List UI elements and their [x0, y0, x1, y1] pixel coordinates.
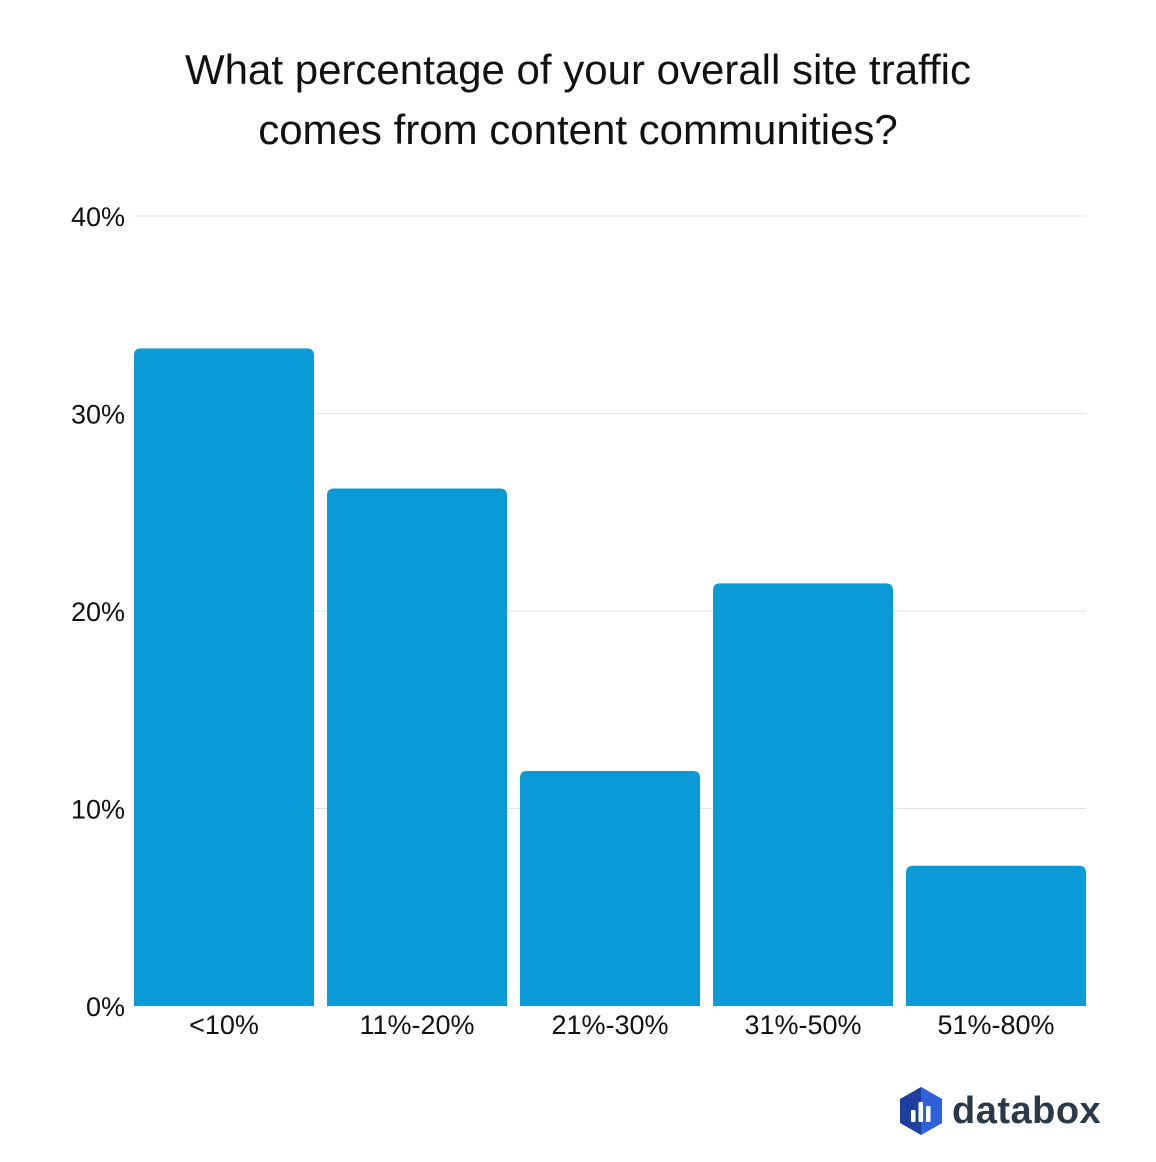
bars: [134, 348, 1086, 1006]
chart-title: What percentage of your overall site tra…: [0, 40, 1156, 160]
chart-title-line-2: comes from content communities?: [258, 106, 898, 153]
logo-text: databox: [952, 1089, 1102, 1132]
chart-title-line-1: What percentage of your overall site tra…: [185, 46, 971, 93]
bar: [520, 770, 700, 1006]
y-tick-label: 30%: [71, 400, 125, 430]
bar: [713, 583, 893, 1006]
databox-logo-icon: [900, 1087, 942, 1135]
y-axis-ticks: 0% 10% 20% 30% 40%: [71, 202, 125, 1022]
databox-logo: databox: [898, 1086, 1101, 1136]
x-tick-label: 31%-50%: [744, 1010, 861, 1040]
x-tick-label: <10%: [189, 1010, 259, 1040]
x-tick-label: 11%-20%: [359, 1010, 474, 1040]
bar: [327, 488, 507, 1006]
y-tick-label: 40%: [71, 202, 125, 232]
bar: [906, 865, 1086, 1006]
y-tick-label: 20%: [71, 597, 125, 627]
x-tick-label: 21%-30%: [551, 1010, 668, 1040]
bar: [134, 348, 314, 1006]
y-tick-label: 0%: [86, 992, 125, 1022]
x-tick-label: 51%-80%: [937, 1010, 1054, 1040]
x-axis-ticks: <10% 11%-20% 21%-30% 31%-50% 51%-80%: [189, 1010, 1054, 1040]
y-tick-label: 10%: [71, 795, 125, 825]
